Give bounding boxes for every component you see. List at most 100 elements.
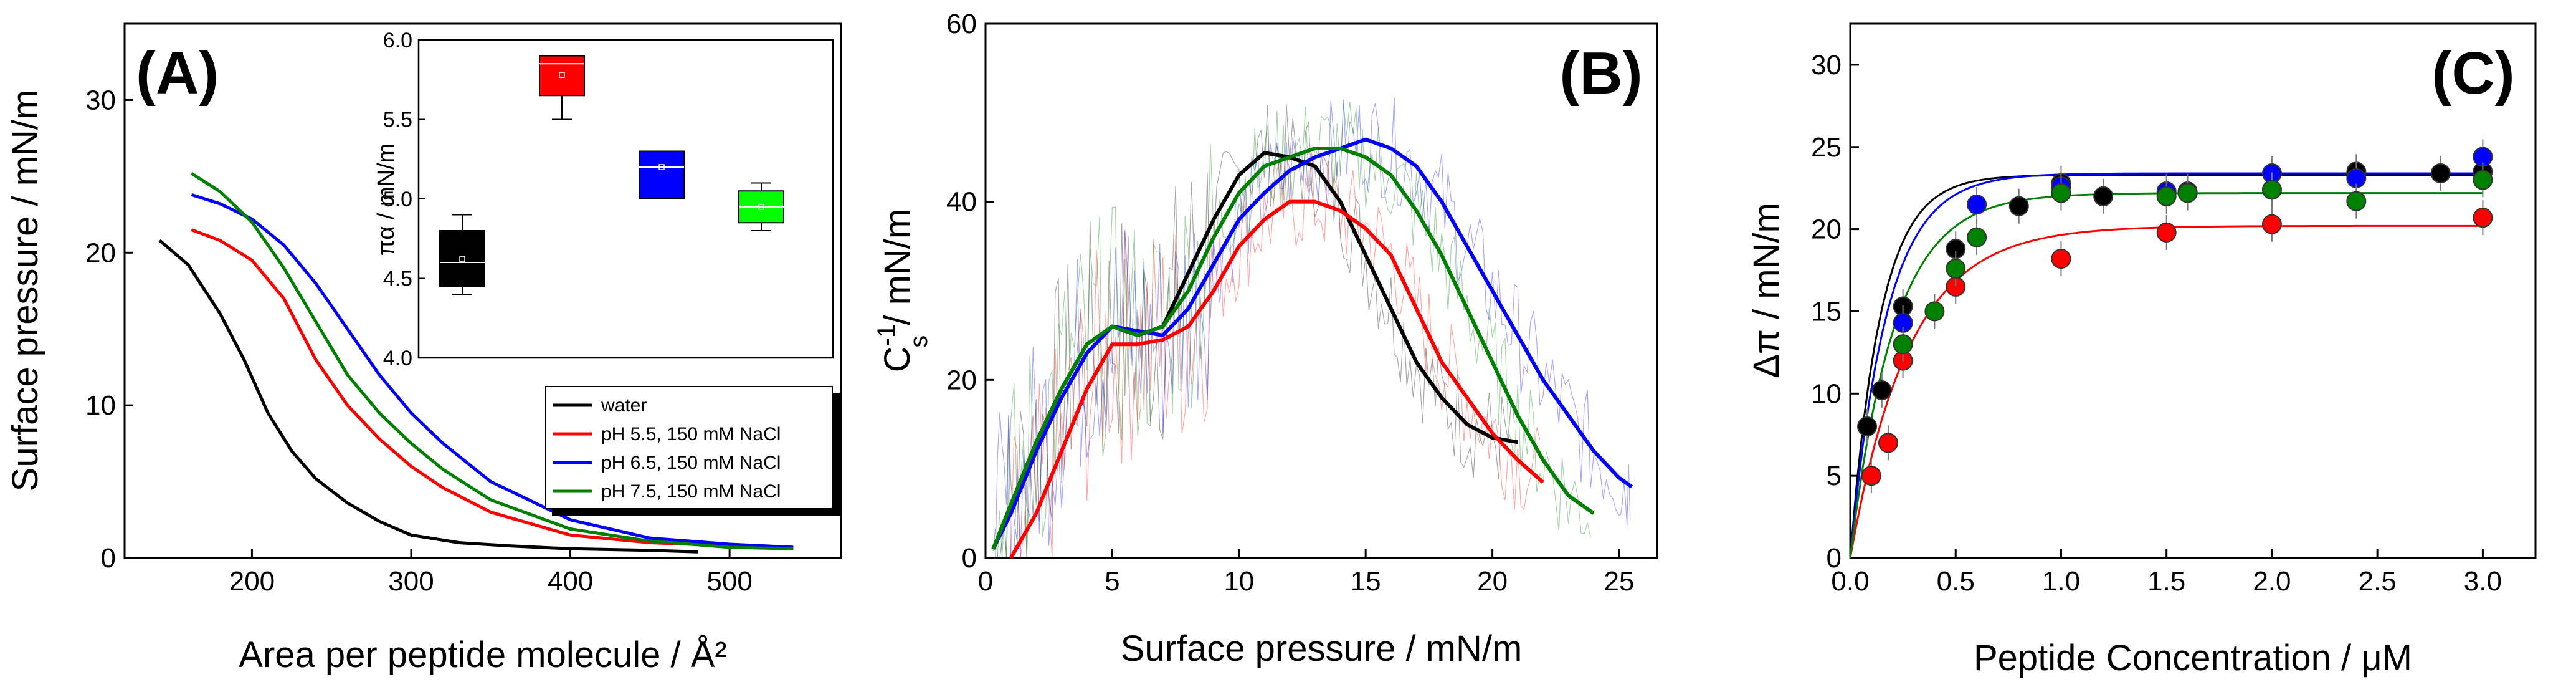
- y-tick-label: 0: [962, 543, 977, 574]
- data-point: [2261, 180, 2282, 200]
- y-tick-label: 30: [1811, 50, 1842, 80]
- x-tick-label: 2.0: [2253, 566, 2291, 597]
- inset-tick-label: 6.0: [383, 29, 412, 52]
- panel-b-y-label-main: C: [877, 346, 918, 372]
- data-point: [1871, 380, 1892, 401]
- panel-a-x-ticks: 200 300 400 500: [229, 549, 753, 597]
- y-tick-label: 30: [85, 85, 116, 115]
- panel-a-y-ticks: 0 10 20 30: [85, 85, 133, 574]
- x-tick-label: 2.5: [2359, 566, 2397, 597]
- data-point: [1967, 227, 1987, 247]
- x-tick-label: 500: [706, 566, 752, 597]
- legend-label: pH 6.5, 150 mM NaCl: [601, 453, 781, 473]
- compressibility-line: [1009, 199, 1544, 559]
- data-point: [2093, 186, 2114, 206]
- inset-boxes: [439, 55, 784, 295]
- y-tick-label: 5: [1827, 461, 1842, 491]
- isotherm-line: [158, 239, 698, 554]
- panel-c-x-ticks: 0.0 0.5 1.0 1.5 2.0 2.5 3.0: [1831, 549, 2502, 597]
- fit-curve: [1849, 172, 2483, 559]
- panel-c-points: [1857, 139, 2493, 494]
- data-point: [2156, 222, 2177, 243]
- data-point: [2430, 163, 2451, 183]
- box-mean-marker: [658, 164, 665, 170]
- x-tick-label: 200: [229, 566, 275, 597]
- panel-b-x-label: Surface pressure / mN/m: [1121, 628, 1523, 669]
- legend-shadow-right: [832, 393, 840, 515]
- legend-label: pH 7.5, 150 mM NaCl: [601, 481, 781, 502]
- y-tick-label: 10: [85, 390, 116, 421]
- data-point: [1878, 433, 1898, 453]
- panel-a-frame: [123, 22, 842, 559]
- panel-c-frame: [1849, 22, 2537, 559]
- fit-curve: [1849, 224, 2483, 559]
- isotherm-line: [191, 228, 794, 549]
- y-tick-label: 40: [946, 187, 977, 218]
- data-point: [1861, 466, 1881, 486]
- y-tick-label: 15: [1811, 296, 1842, 327]
- y-tick-label: 20: [1811, 214, 1842, 245]
- data-point: [2473, 170, 2493, 190]
- panel-b-y-label: C-1 s / mN/m: [873, 209, 933, 372]
- panel-b-y-label-sup: -1: [873, 324, 900, 347]
- isotherm-line: [191, 193, 794, 549]
- box-mean-marker: [559, 72, 565, 78]
- inset-tick-label: 5.0: [383, 188, 412, 211]
- x-tick-label: 10: [1224, 566, 1254, 597]
- data-point: [2473, 208, 2493, 228]
- data-point: [2177, 183, 2198, 203]
- raw-trace: [992, 104, 1515, 559]
- legend-label: pH 5.5, 150 mM NaCl: [601, 424, 781, 444]
- panel-c-x-label: Peptide Concentration / μM: [1974, 638, 2412, 678]
- y-tick-label: 0: [101, 543, 116, 574]
- panel-b-x-ticks: 0 5 10 15 20 25: [978, 549, 1634, 597]
- panel-c-y-ticks: 0 5 10 15 20 25 30: [1811, 50, 1859, 574]
- box-body: [639, 150, 685, 199]
- data-point: [2008, 196, 2029, 216]
- x-tick-label: 20: [1477, 566, 1508, 597]
- data-point: [1946, 258, 1966, 279]
- box-mean-marker: [758, 204, 764, 210]
- data-point: [2346, 191, 2367, 211]
- panel-c-label: (C): [2431, 40, 2514, 107]
- y-tick-label: 20: [85, 238, 116, 268]
- panel-b-frame: [984, 22, 1658, 559]
- panel-a-y-label: Surface pressure / mN/m: [5, 90, 45, 492]
- panel-b-y-label-unit: / mN/m: [877, 209, 918, 335]
- data-point: [1857, 416, 1878, 437]
- panel-b-y-label-sub: s: [905, 335, 933, 348]
- box-body: [439, 230, 485, 287]
- legend-label: water: [601, 395, 647, 416]
- y-tick-label: 20: [946, 365, 977, 395]
- panel-a-label: (A): [136, 40, 219, 107]
- legend-frame: [545, 386, 833, 509]
- y-tick-label: 25: [1811, 132, 1842, 163]
- compressibility-line: [991, 137, 1633, 550]
- panel-b-y-ticks: 0 20 40 60: [946, 9, 994, 574]
- legend-entries: water pH 5.5, 150 mM NaCl pH 6.5, 150 mM N…: [553, 395, 781, 502]
- x-tick-label: 0.5: [1937, 566, 1975, 597]
- data-point: [2261, 214, 2282, 234]
- inset-tick-label: 4.0: [383, 347, 412, 370]
- box-body: [539, 55, 585, 97]
- panel-a: 200 300 400 500 0 10 20 30 (A) Area per peptid…: [5, 22, 842, 675]
- data-point: [2051, 249, 2071, 269]
- panel-b-curves: [991, 137, 1633, 559]
- x-tick-label: 300: [388, 566, 434, 597]
- isotherm-line: [190, 171, 794, 550]
- panel-c: 0.0 0.5 1.0 1.5 2.0 2.5 3.0 0 5 10 15 20 25 30 (C) P…: [1746, 22, 2537, 678]
- y-tick-label: 10: [1811, 378, 1842, 409]
- compressibility-line: [991, 146, 1595, 550]
- panel-b-label: (B): [1559, 40, 1642, 107]
- box-mean-marker: [459, 256, 465, 262]
- x-tick-label: 15: [1351, 566, 1381, 597]
- inset-tick-label: 4.5: [383, 267, 412, 291]
- x-tick-label: 0.0: [1831, 566, 1869, 597]
- data-point: [1967, 195, 1987, 215]
- x-tick-label: 1.0: [2042, 566, 2080, 597]
- data-point: [2051, 183, 2071, 203]
- inset-y-ticks: 4.0 4.5 5.0 5.5 6.0: [383, 29, 425, 370]
- panel-a-x-label: Area per peptide molecule / Å²: [239, 635, 726, 675]
- inset-y-label: πα / mN/m: [373, 143, 399, 256]
